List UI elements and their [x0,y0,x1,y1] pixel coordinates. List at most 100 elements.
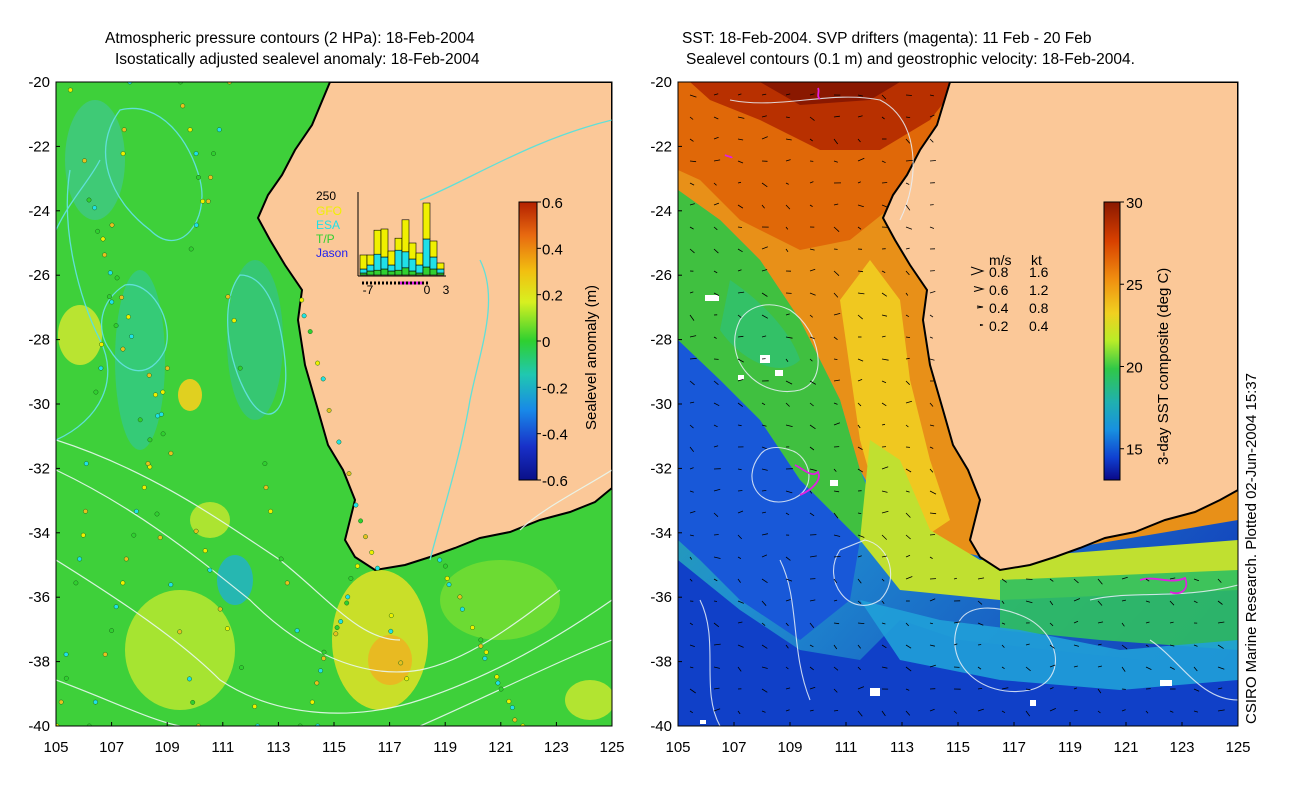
lat-tick-label: -20 [650,74,672,91]
lon-tick-label: 111 [835,739,858,756]
velocity-legend-arrow [976,305,984,309]
lon-tick-label: 119 [1058,739,1082,756]
lon-tick-label: 105 [665,739,690,756]
left-title-line1: Atmospheric pressure contours (2 HPa): 1… [105,30,475,47]
sealevel-contours [699,96,1238,726]
inset-bar-esa [359,268,368,274]
lat-tick-label: -32 [650,460,672,477]
lat-tick-label: -38 [650,654,672,671]
right-map [678,82,1238,726]
inset-bar-esa [436,268,445,274]
lat-tick-label: -36 [28,589,50,606]
inset-bar-esa [408,258,417,272]
credit-text: CSIRO Marine Research. Plotted 02-Jun-20… [1243,373,1260,724]
velocity-legend-ms: 0.8 [989,264,1009,280]
lat-tick-label: -40 [650,718,672,735]
lon-tick-label: 121 [1113,739,1138,756]
right-lon-axis: 105 107 109 111 113 115 117 119 121 123 125 [665,722,1251,756]
velocity-legend-kt-header: kt [1031,252,1042,268]
lon-tick-label: 117 [1002,739,1026,756]
lat-tick-label: -22 [28,138,50,155]
velocity-legend-ms: 0.6 [989,282,1009,298]
drifter-tracks [724,87,1188,595]
inset-bar-esa [415,264,424,274]
lon-tick-label: 121 [488,739,513,756]
inset-bar-gfo [408,242,417,260]
lat-tick-label: -34 [650,525,672,542]
sealevel-colorbar-tick: -0.2 [542,380,568,397]
inset-ymax-label: 250 [316,189,336,203]
lat-tick-label: -28 [28,332,50,349]
inset-bar-gfo [373,229,382,255]
velocity-legend-kt: 0.4 [1029,318,1049,334]
lat-tick-label: -28 [650,332,672,349]
lon-tick-label: 125 [599,739,624,756]
inset-legend-entry: GFO [316,204,342,218]
lat-tick-label: -26 [28,267,50,284]
velocity-legend-kt: 1.6 [1029,264,1049,280]
lon-tick-label: 105 [43,739,68,756]
lat-tick-label: -32 [28,460,50,477]
inset-bar-esa [429,256,438,270]
sealevel-colorbar-tick: 0.6 [542,195,563,212]
lon-tick-label: 113 [890,739,914,756]
geostrophic-velocity-arrows [689,93,1225,717]
lat-tick-label: -22 [650,138,672,155]
sealevel-colorbar: 0.6 0.4 0.2 0 -0.2 -0.4 -0.6 Sealevel anomaly … [518,195,600,490]
inset-x-tick: 3 [443,283,450,297]
right-land [881,82,1238,572]
velocity-legend-ms: 0.4 [989,300,1009,316]
sst-colorbar: 30 25 20 15 3-day SST composite (deg C) [1103,195,1172,481]
right-lat-axis: -20 -22 -24 -26 -28 -30 -32 -34 -36 -38 -40 [650,74,682,735]
inset-legend-entry: ESA [316,218,340,232]
inset-bar-tp [401,267,410,276]
velocity-legend-kt: 0.8 [1029,300,1049,316]
velocity-legend-ms: 0.2 [989,318,1009,334]
lat-tick-label: -30 [650,396,672,413]
inset-bar-tp [408,270,417,276]
inset-bar-tp [422,266,431,276]
inset-bar-esa [373,253,382,271]
inset-bar-tp [387,270,396,276]
velocity-legend-arrow [970,266,985,276]
lon-tick-label: 123 [544,739,569,756]
lon-tick-label: 111 [211,739,234,756]
lon-tick-label: 123 [1169,739,1194,756]
velocity-legend-arrow [973,286,985,292]
lon-tick-label: 119 [433,739,457,756]
lat-tick-label: -34 [28,525,50,542]
inset-bar-tp [429,268,438,276]
lon-tick-label: 117 [378,739,402,756]
sst-colorbar-tick: 20 [1126,359,1143,376]
sealevel-colorbar-tick: 0.2 [542,288,563,305]
altimeter-dots [56,82,526,726]
lat-tick-label: -30 [28,396,50,413]
inset-bar-tp [394,269,403,276]
lon-tick-label: 109 [155,739,180,756]
inset-bar-gfo [436,262,445,270]
inset-x-tick: -7 [363,283,374,297]
right-title-line2: Sealevel contours (0.1 m) and geostrophi… [686,51,1135,68]
inset-legend-entry: T/P [316,232,335,246]
velocity-legend: m/s kt 0.8 1.6 0.6 1.2 0.4 0.8 0.2 0.4 [970,252,1049,334]
lon-tick-label: 113 [266,739,290,756]
inset-bar-gfo [401,219,410,253]
inset-legend-entry: Jason [316,246,348,260]
sealevel-colorbar-label: Sealevel anomaly (m) [583,285,600,430]
inset-bar-gfo [366,254,375,266]
right-title-line1: SST: 18-Feb-2004. SVP drifters (magenta)… [682,30,1092,47]
inset-bar-esa [422,238,431,268]
lat-tick-label: -24 [28,203,50,220]
lon-tick-label: 107 [721,739,746,756]
lon-tick-label: 107 [99,739,124,756]
sst-colorbar-label: 3-day SST composite (deg C) [1155,268,1172,465]
inset-bar-gfo [359,254,368,270]
inset-bar-gfo [429,240,438,258]
inset-bar-esa [380,256,389,270]
inset-x-tick: 0 [424,283,431,297]
inset-bar-tp [373,269,382,276]
left-title-line2: Isostatically adjusted sealevel anomaly:… [115,51,480,68]
lat-tick-label: -24 [650,203,672,220]
